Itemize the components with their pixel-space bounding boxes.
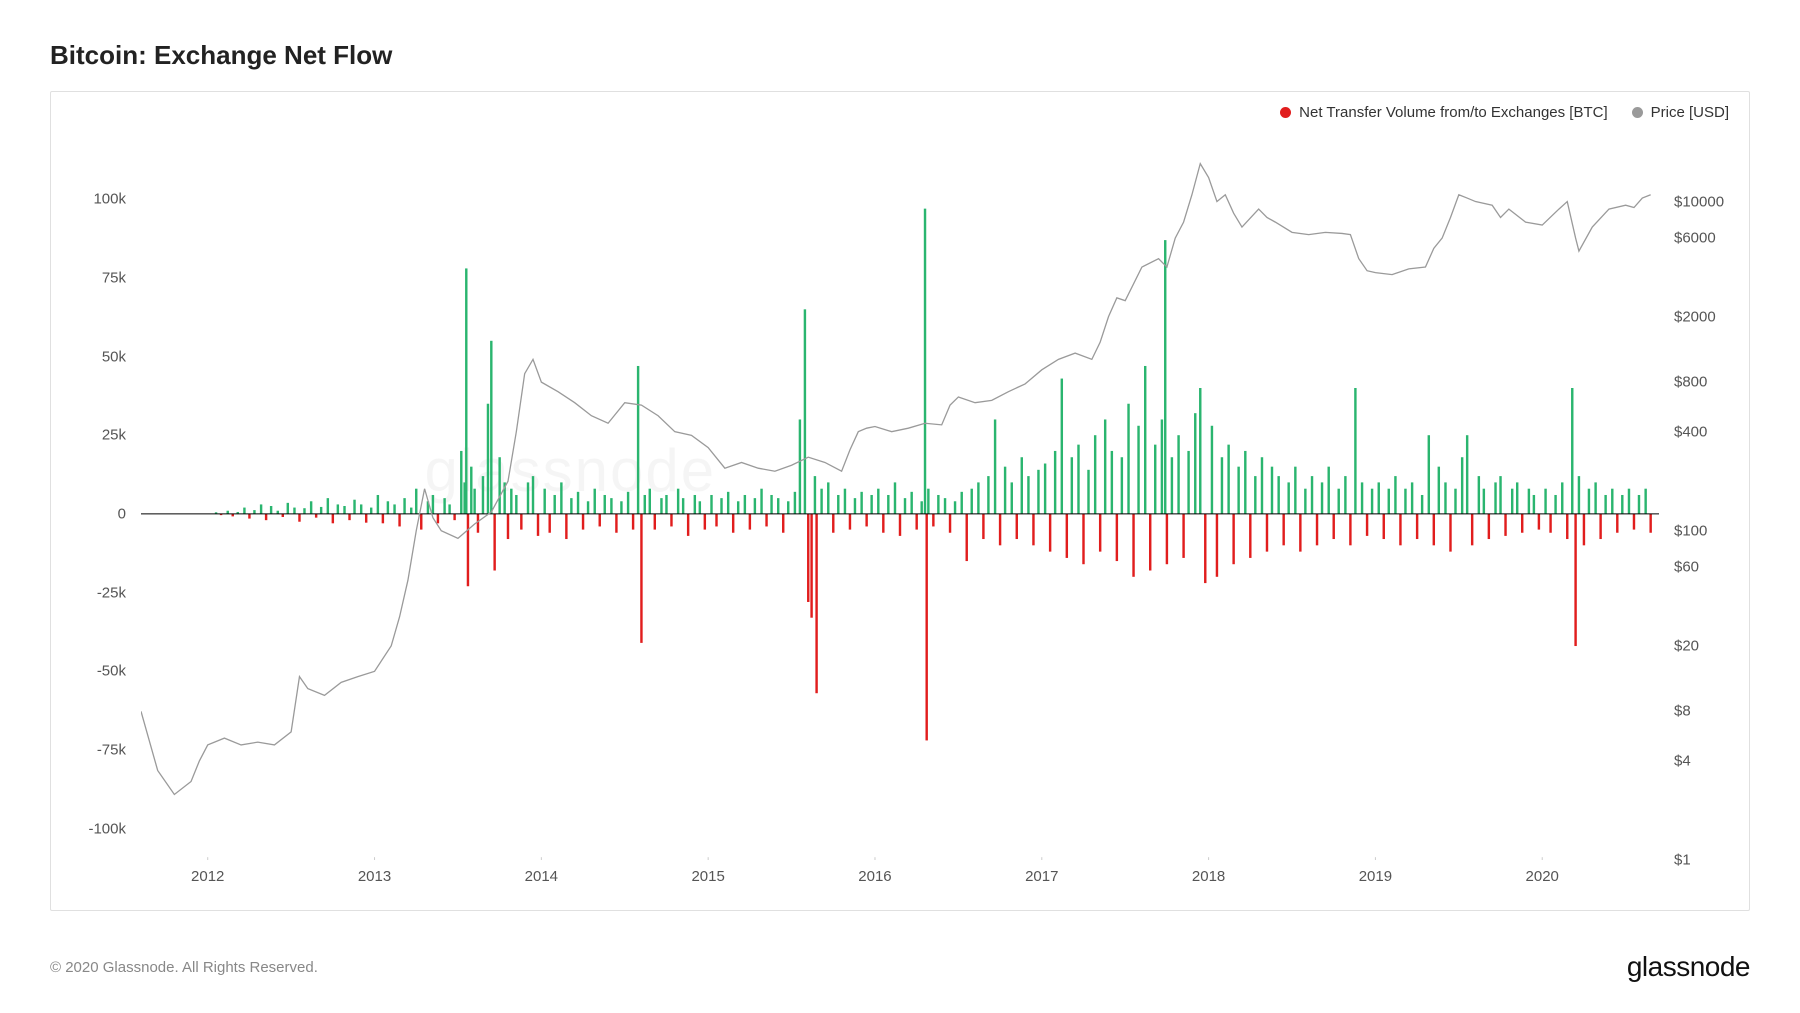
y-right-tick: $6000	[1674, 230, 1716, 247]
y-axis-right: $1$4$8$20$60$100$400$800$2000$6000$10000	[1664, 152, 1749, 860]
y-right-tick: $1	[1674, 852, 1691, 869]
y-right-tick: $20	[1674, 637, 1699, 654]
legend: Net Transfer Volume from/to Exchanges [B…	[1280, 104, 1729, 121]
x-tick: 2018	[1192, 868, 1225, 885]
y-right-tick: $10000	[1674, 193, 1724, 210]
legend-label-price: Price [USD]	[1651, 104, 1729, 121]
y-right-tick: $2000	[1674, 308, 1716, 325]
y-left-tick: -50k	[97, 663, 126, 680]
y-left-tick: 100k	[93, 191, 126, 208]
chart-title: Bitcoin: Exchange Net Flow	[50, 40, 1750, 71]
x-tick: 2016	[858, 868, 891, 885]
y-right-tick: $400	[1674, 423, 1707, 440]
legend-label-netflow: Net Transfer Volume from/to Exchanges [B…	[1299, 104, 1607, 121]
y-left-tick: -25k	[97, 584, 126, 601]
copyright: © 2020 Glassnode. All Rights Reserved.	[50, 959, 318, 976]
x-tick: 2012	[191, 868, 224, 885]
x-tick: 2015	[691, 868, 724, 885]
x-tick: 2017	[1025, 868, 1058, 885]
x-tick: 2014	[525, 868, 558, 885]
x-tick: 2013	[358, 868, 391, 885]
y-left-tick: 75k	[102, 269, 126, 286]
x-tick: 2020	[1526, 868, 1559, 885]
y-left-tick: 25k	[102, 427, 126, 444]
chart-svg	[141, 152, 1659, 860]
footer: © 2020 Glassnode. All Rights Reserved. g…	[50, 951, 1750, 983]
y-axis-left: -100k -75k -50k -25k 0 25k 50k 75k 100k	[51, 152, 136, 860]
chart-container: Bitcoin: Exchange Net Flow Net Transfer …	[0, 0, 1800, 1013]
y-right-tick: $60	[1674, 559, 1699, 576]
legend-dot-price-icon	[1632, 107, 1643, 118]
x-tick: 2019	[1359, 868, 1392, 885]
chart-box: Net Transfer Volume from/to Exchanges [B…	[50, 91, 1750, 911]
y-left-tick: -100k	[88, 820, 126, 837]
y-right-tick: $4	[1674, 752, 1691, 769]
legend-dot-netflow-icon	[1280, 107, 1291, 118]
y-right-tick: $800	[1674, 374, 1707, 391]
legend-item-price: Price [USD]	[1632, 104, 1729, 121]
brand-logo: glassnode	[1627, 951, 1750, 983]
y-left-tick: 0	[118, 505, 126, 522]
x-axis: 2012 2013 2014 2015 2016 2017 2018 2019 2020	[141, 868, 1659, 892]
legend-item-netflow: Net Transfer Volume from/to Exchanges [B…	[1280, 104, 1607, 121]
y-right-tick: $8	[1674, 703, 1691, 720]
plot-area	[141, 152, 1659, 860]
y-left-tick: 50k	[102, 348, 126, 365]
y-left-tick: -75k	[97, 741, 126, 758]
y-right-tick: $100	[1674, 522, 1707, 539]
